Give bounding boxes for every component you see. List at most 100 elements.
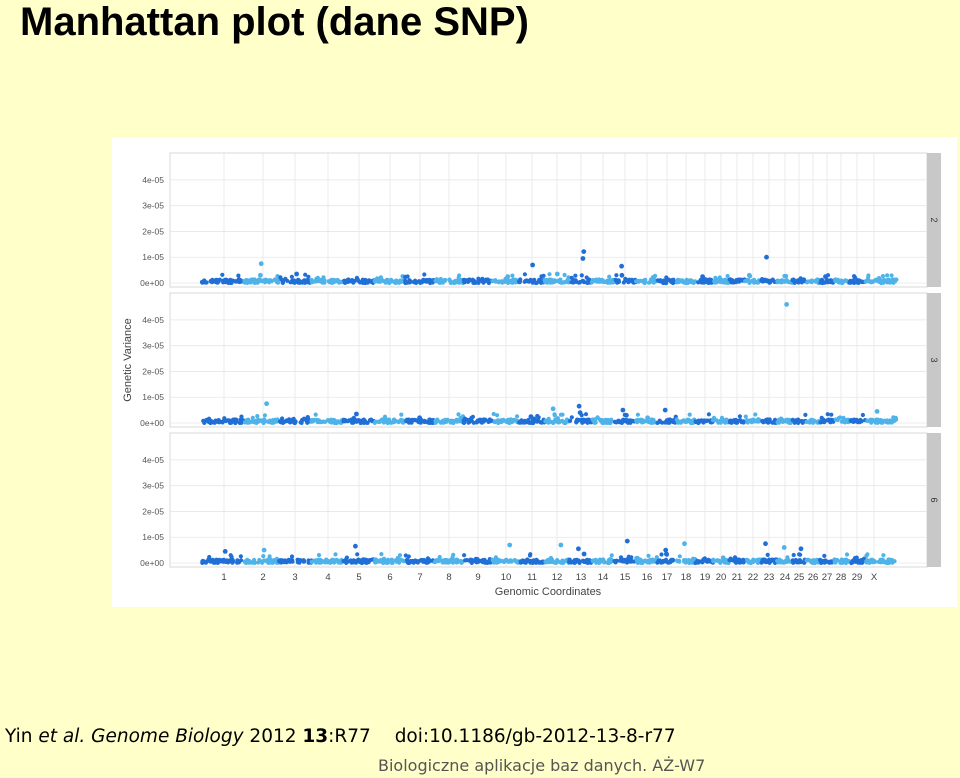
snp-point xyxy=(722,277,728,283)
snp-point xyxy=(835,417,840,423)
snp-point xyxy=(420,279,425,284)
snp-point xyxy=(650,420,655,425)
snp-point xyxy=(820,559,826,564)
snp-point xyxy=(415,560,420,565)
snp-point xyxy=(424,560,430,565)
snp-point xyxy=(206,419,211,425)
snp-point xyxy=(573,279,578,284)
snp-point xyxy=(741,419,746,424)
snp-point xyxy=(826,417,831,422)
snp-point xyxy=(723,420,728,425)
snp-point-peak xyxy=(619,263,624,269)
snp-point xyxy=(733,280,739,285)
snp-point xyxy=(696,418,701,423)
snp-point xyxy=(261,554,266,559)
snp-point xyxy=(263,279,269,284)
snp-point-peak xyxy=(264,401,269,407)
snp-point xyxy=(344,560,349,565)
snp-point-peak xyxy=(261,547,267,553)
snp-point xyxy=(355,277,360,282)
snp-point xyxy=(806,279,811,284)
snp-point xyxy=(687,412,692,417)
snp-point xyxy=(738,278,744,283)
snp-point xyxy=(792,280,797,285)
snp-point xyxy=(361,420,366,425)
snp-point-peak xyxy=(576,546,581,552)
snp-point xyxy=(585,280,590,285)
x-tick-label: 15 xyxy=(620,572,631,583)
snp-point xyxy=(609,417,614,422)
snp-point xyxy=(293,419,298,424)
snp-point xyxy=(706,412,712,417)
snp-point xyxy=(346,277,351,282)
snp-point xyxy=(684,277,689,282)
snp-point xyxy=(525,279,530,284)
snp-point xyxy=(315,278,320,284)
snp-point xyxy=(393,280,398,286)
snp-point xyxy=(825,412,830,417)
snp-point xyxy=(744,418,750,423)
snp-point xyxy=(450,560,455,565)
snp-point xyxy=(289,274,294,279)
snp-point-peak xyxy=(581,249,587,254)
snp-point xyxy=(313,412,318,417)
snp-point xyxy=(681,280,686,285)
snp-point xyxy=(596,278,602,283)
snp-point xyxy=(751,277,757,282)
snp-point xyxy=(309,280,314,285)
snp-point-peak xyxy=(505,274,511,279)
snp-point xyxy=(865,552,870,557)
snp-point xyxy=(753,418,759,424)
snp-point xyxy=(796,560,801,565)
x-tick-label: 22 xyxy=(748,572,759,583)
snp-point xyxy=(552,412,557,417)
y-tick-label: 0e+00 xyxy=(140,278,164,288)
snp-point xyxy=(335,558,340,563)
snp-point xyxy=(745,558,750,563)
snp-point xyxy=(550,558,555,563)
snp-point xyxy=(630,559,635,564)
y-tick-label: 3e-05 xyxy=(142,481,164,491)
snp-point xyxy=(760,559,765,565)
snp-point xyxy=(783,419,788,424)
snp-point xyxy=(660,560,666,565)
snp-point xyxy=(458,280,463,285)
snp-point xyxy=(226,418,232,423)
y-tick-label: 3e-05 xyxy=(142,201,164,211)
snp-point xyxy=(238,554,243,559)
snp-point xyxy=(635,412,641,417)
snp-point xyxy=(560,560,565,566)
snp-point xyxy=(566,279,571,284)
snp-point xyxy=(443,277,448,283)
snp-point xyxy=(425,556,430,561)
snp-point-peak xyxy=(576,403,582,409)
snp-point xyxy=(393,418,398,424)
x-tick-label: 7 xyxy=(417,572,422,583)
snp-point-peak xyxy=(823,274,828,279)
snp-point xyxy=(873,559,878,564)
y-tick-label: 1e-05 xyxy=(142,532,164,542)
snp-point xyxy=(203,560,208,565)
snp-point xyxy=(289,554,295,559)
x-tick-label: 25 xyxy=(794,572,805,583)
snp-point xyxy=(582,280,587,285)
x-axis-label: Genomic Coordinates xyxy=(495,586,602,598)
x-tick-label: 6 xyxy=(387,572,392,583)
snp-point xyxy=(850,560,855,565)
snp-point xyxy=(403,274,408,280)
snp-point xyxy=(540,559,545,564)
snp-point-peak xyxy=(554,271,560,277)
snp-point xyxy=(757,419,762,424)
snp-point xyxy=(730,558,735,563)
snp-point xyxy=(762,278,768,283)
snp-point-peak xyxy=(581,551,587,557)
snp-point xyxy=(480,279,485,284)
snp-point xyxy=(590,558,595,564)
snp-point xyxy=(659,552,664,557)
x-tick-label: 10 xyxy=(501,572,512,583)
snp-point xyxy=(878,559,883,564)
snp-point xyxy=(881,553,886,558)
snp-point xyxy=(714,418,719,423)
snp-point xyxy=(790,417,795,422)
snp-point xyxy=(658,279,663,284)
